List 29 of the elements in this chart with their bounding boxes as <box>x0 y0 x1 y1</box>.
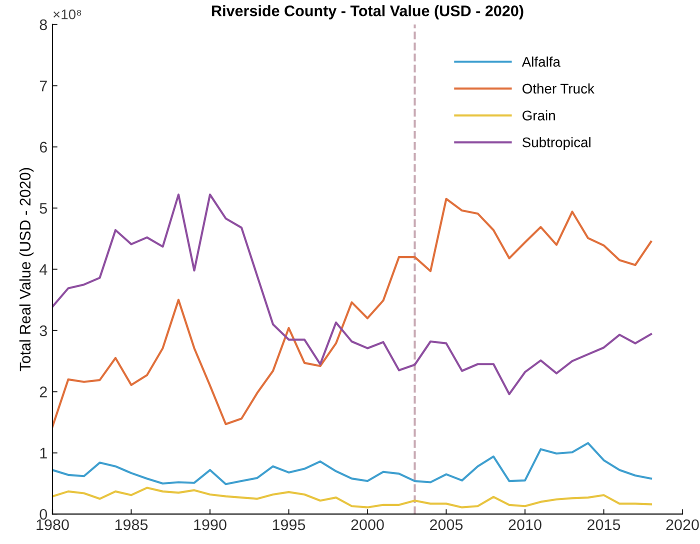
y-tick-label: 0 <box>40 508 48 520</box>
y-tick-label: 4 <box>39 264 48 275</box>
y-tick-label: 1 <box>40 448 47 458</box>
x-tick-label: 1990 <box>194 519 226 530</box>
x-tick-label: 2020 <box>666 519 699 530</box>
y-tick-label: 6 <box>40 142 47 153</box>
x-tick-label: 1995 <box>272 519 306 530</box>
line-series <box>52 486 652 508</box>
y-tick-label: 7 <box>40 80 47 92</box>
x-tick-label: 2015 <box>588 519 620 530</box>
legend-label: Other Truck <box>522 83 594 94</box>
x-tick-label: 2010 <box>508 519 542 530</box>
line-series <box>52 442 652 486</box>
line-series <box>52 194 652 396</box>
legend-label: Alfalfa <box>522 56 560 67</box>
x-tick-label: 2005 <box>430 519 463 530</box>
legend-label: Grain <box>522 110 555 120</box>
y-axis-title: Total Real Value (USD - 2020) <box>19 168 34 372</box>
y-tick-label: 2 <box>40 386 47 398</box>
x-tick-label: 1980 <box>36 519 69 530</box>
legend-label: Subtropical <box>522 137 590 150</box>
y-tick-label: 8 <box>40 19 47 30</box>
text: ×10⁸ <box>53 9 82 20</box>
y-tick-label: 5 <box>40 203 47 214</box>
x-tick-label: 1985 <box>115 519 148 530</box>
x-tick-label: 2000 <box>351 519 384 530</box>
line-series <box>52 198 652 428</box>
chart-title: Riverside County - Total Value (USD - 2020) <box>212 5 524 20</box>
y-tick-label: 3 <box>40 325 47 336</box>
